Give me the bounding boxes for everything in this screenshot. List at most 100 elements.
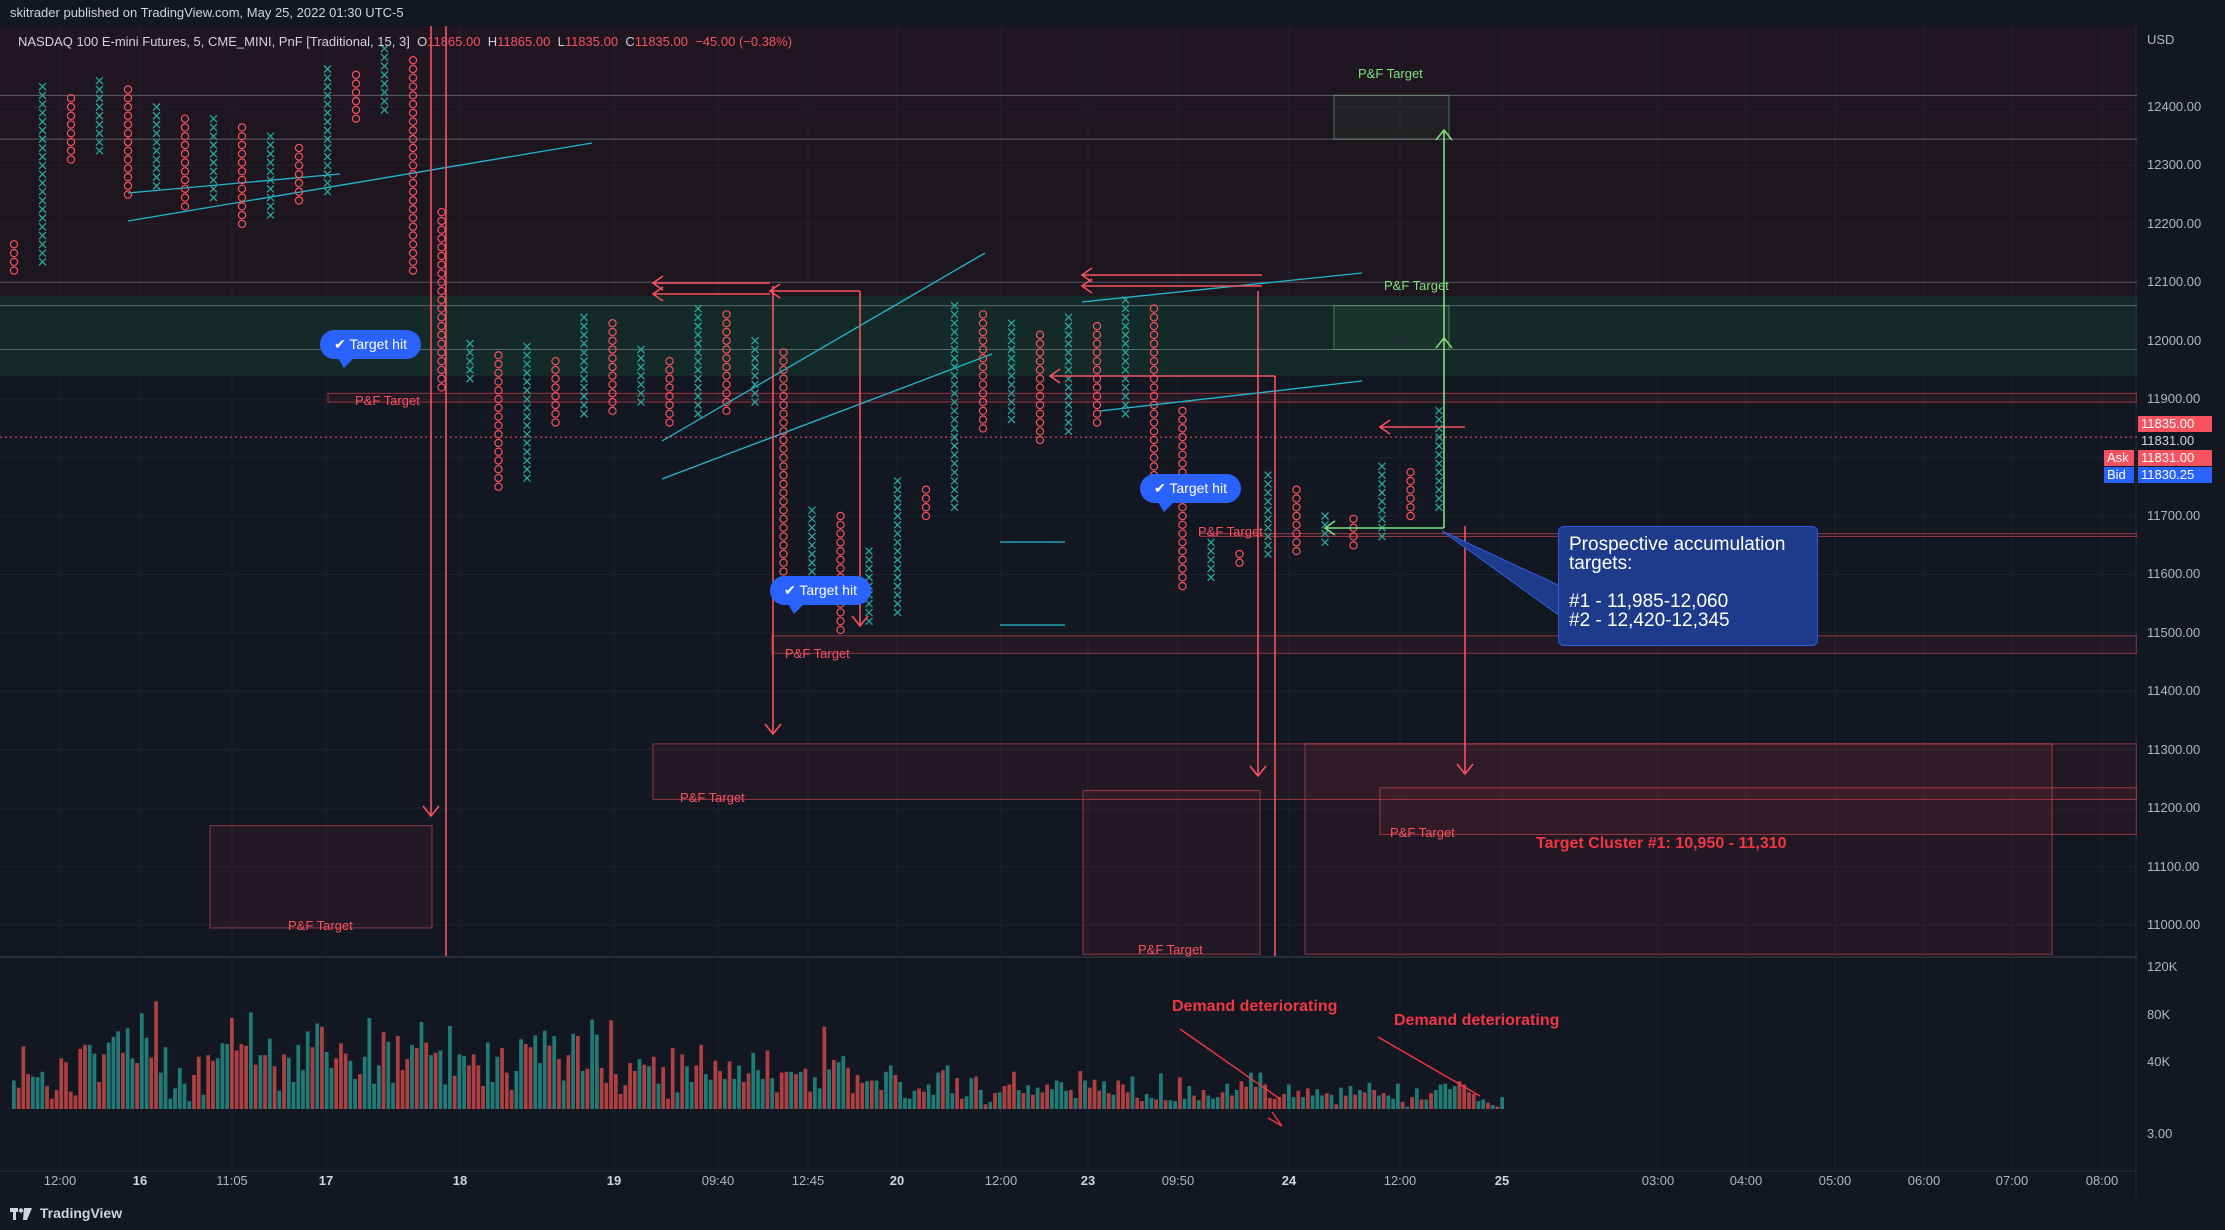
volume-bar	[234, 1050, 239, 1109]
pnf-x-mark	[1321, 538, 1329, 547]
pnf-x-mark	[523, 447, 531, 456]
pnf-o-mark	[1349, 541, 1358, 550]
target-hit-bubble[interactable]: ✔ Target hit	[320, 330, 421, 368]
footer-brand[interactable]: TradingView	[0, 1196, 2225, 1230]
pnf-x-mark	[323, 82, 332, 91]
pnf-x-mark	[865, 599, 873, 608]
pnf-o-mark	[551, 409, 560, 418]
pnf-o-mark	[123, 111, 133, 120]
volume-bar	[978, 1090, 983, 1109]
volume-bar	[1159, 1073, 1163, 1109]
volume-bar	[718, 1071, 722, 1109]
volume-bar	[1035, 1087, 1040, 1109]
volume-bar	[651, 1056, 656, 1109]
volume-bar	[694, 1065, 699, 1109]
symbol-title[interactable]: NASDAQ 100 E-mini Futures, 5, CME_MINI, …	[18, 34, 410, 49]
pnf-x-mark	[1064, 330, 1073, 339]
pnf-o-mark	[1035, 330, 1045, 340]
volume-bar	[30, 1076, 35, 1109]
published-header: skitrader published on TradingView.com, …	[0, 0, 2225, 26]
volume-bar	[756, 1070, 760, 1109]
volume-bar	[1097, 1090, 1102, 1109]
pnf-o-mark	[779, 549, 788, 559]
pnf-o-mark	[9, 266, 19, 275]
price-tick: 11100.00	[2147, 858, 2200, 874]
volume-bar	[1168, 1100, 1173, 1109]
pnf-x-mark	[1007, 327, 1016, 336]
pnf-x-mark	[1007, 389, 1016, 398]
pnf-o-mark	[551, 392, 560, 401]
pnf-x-mark	[266, 184, 275, 193]
pnf-x-mark	[950, 450, 959, 459]
pnf-o-mark	[665, 418, 674, 427]
pnf-x-mark	[38, 152, 47, 161]
pnf-o-mark	[608, 397, 617, 407]
pnf-o-mark	[1178, 538, 1187, 547]
pnf-o-mark	[978, 318, 988, 328]
pnf-o-mark	[1035, 400, 1045, 410]
volume-bar	[585, 1068, 590, 1109]
volume-bar	[1196, 1100, 1201, 1109]
volume-bar	[1353, 1094, 1358, 1109]
volume-bar	[808, 1091, 813, 1109]
target-hit-bubble[interactable]: ✔ Target hit	[770, 576, 871, 614]
pf-target-label: P&F Target	[1198, 524, 1263, 539]
pnf-o-mark	[437, 321, 446, 331]
pnf-x-mark	[893, 520, 902, 529]
price-tick: 12200.00	[2147, 215, 2202, 231]
volume-bar	[599, 1067, 604, 1109]
pnf-o-mark	[180, 132, 190, 141]
open-value: 11865.00	[427, 34, 481, 49]
trendline	[127, 173, 341, 194]
volume-tick: 3.00	[2147, 1126, 2173, 1141]
pnf-o-mark	[237, 184, 247, 194]
pnf-o-mark	[1092, 348, 1102, 357]
pnf-x-mark	[1064, 392, 1073, 401]
pnf-chart[interactable]	[0, 26, 2137, 1196]
volume-bar	[419, 1021, 424, 1109]
pnf-o-mark	[608, 371, 617, 380]
pnf-x-mark	[38, 108, 47, 117]
volume-bar	[689, 1082, 694, 1109]
pnf-o-mark	[351, 114, 361, 123]
accumulation-callout[interactable]: Prospective accumulation targets: #1 - 1…	[1558, 526, 1818, 646]
price-tick: 11900.00	[2147, 391, 2201, 407]
volume-bar	[1320, 1095, 1324, 1109]
pnf-o-mark	[123, 172, 133, 182]
pnf-x-mark	[694, 409, 702, 418]
price-axis[interactable]: USD 12400.00 12300.00 12200.00 12100.00 1200…	[2137, 26, 2225, 1196]
pnf-o-mark	[779, 444, 788, 454]
volume-bar	[538, 1063, 542, 1109]
volume-bar	[983, 1104, 988, 1109]
volume-bar	[215, 1058, 220, 1109]
volume-bar	[258, 1055, 263, 1109]
pnf-x-mark	[751, 398, 759, 407]
pnf-x-mark	[808, 541, 816, 550]
volume-bar	[590, 1019, 594, 1109]
pnf-o-mark	[437, 286, 446, 296]
pnf-o-mark	[1178, 546, 1187, 556]
volume-bar	[699, 1044, 703, 1109]
volume-bar	[898, 1082, 903, 1109]
pnf-x-mark	[751, 354, 759, 363]
time-tick: 04:00	[1729, 1173, 1763, 1188]
volume-bar	[230, 1017, 234, 1109]
pnf-x-mark	[1121, 357, 1130, 366]
time-tick: 07:00	[1995, 1173, 2029, 1188]
pnf-x-mark	[950, 389, 959, 398]
high-value: 11865.00	[497, 34, 551, 49]
volume-tick: 80K	[2147, 1007, 2171, 1022]
volume-bar	[68, 1091, 73, 1109]
target-hit-bubble[interactable]: ✔ Target hit	[1140, 474, 1241, 512]
volume-bar	[1405, 1106, 1410, 1109]
prev-price-tag: 11831.00	[2138, 433, 2212, 449]
pnf-x-mark	[1264, 506, 1272, 515]
volume-bar	[1230, 1095, 1234, 1109]
volume-bar	[149, 1057, 154, 1109]
pnf-x-mark	[380, 105, 389, 114]
pnf-o-mark	[494, 465, 503, 474]
volume-bar	[817, 1088, 822, 1109]
pnf-o-mark	[494, 351, 503, 360]
pnf-o-mark	[722, 362, 731, 372]
volume-bar	[1026, 1085, 1031, 1109]
